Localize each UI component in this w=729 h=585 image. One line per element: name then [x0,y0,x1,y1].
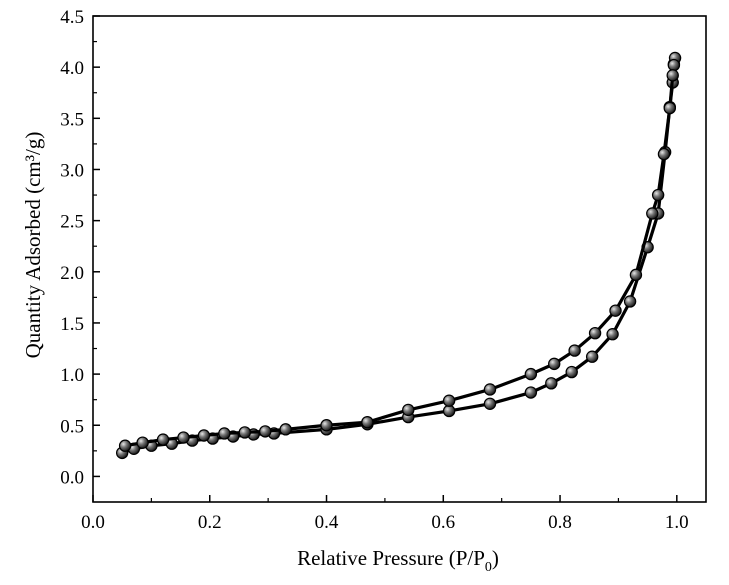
desorption-point [609,304,622,317]
x-tick-label: 0.0 [81,512,105,533]
desorption-point [402,403,415,417]
desorption-point [320,419,333,432]
y-tick-label: 0.0 [60,467,84,488]
x-tick-label: 0.2 [198,512,222,533]
y-tick-label: 2.0 [60,263,84,284]
adsorption-point [565,365,578,379]
desorption-point [663,101,677,115]
adsorption-point [524,386,538,399]
adsorption-point [442,404,456,418]
desorption-point [218,427,231,440]
desorption-point [657,147,671,161]
adsorption-point [606,328,619,341]
x-tick-label: 0.6 [431,512,455,533]
x-tick-label: 0.8 [548,512,572,533]
y-tick-label: 4.5 [60,7,84,28]
desorption-line [124,57,677,448]
desorption-point [259,425,272,438]
desorption-point [197,429,211,442]
axes: 0.0 0.2 0.4 0.6 0.8 1.0 0.0 0.5 1.0 1.5 2.0 2.5 3.0 3… [60,7,707,533]
desorption-point [238,426,251,439]
desorption-point [136,436,149,449]
adsorption-point [623,295,637,308]
desorption-point [118,439,132,452]
desorption-point [651,188,665,202]
plot-frame [92,15,707,503]
y-axis-title: Quantity Adsorbed (cm³/g) [21,132,45,359]
desorption-point [156,433,170,446]
desorption-point [442,394,456,407]
desorption-point [646,207,659,220]
x-axis-title: Relative Pressure (P/P0) [297,546,499,575]
desorption-point [588,326,602,340]
y-tick-label: 0.5 [60,416,84,437]
y-tick-label: 1.5 [60,314,84,335]
desorption-point [666,69,679,82]
y-tick-label: 4.0 [60,58,84,79]
desorption-point [629,268,643,282]
adsorption-point [483,397,497,410]
y-tick-label: 3.0 [60,160,84,181]
adsorption-point [545,377,558,390]
y-tick-label: 1.0 [60,365,84,386]
y-tick-label: 3.5 [60,109,84,130]
desorption-point [361,415,374,429]
adsorption-point [585,350,599,363]
x-tick-label: 1.0 [665,512,689,533]
y-tick-label: 2.5 [60,212,84,233]
desorption-point [548,357,561,371]
desorption-point [568,344,581,357]
desorption-point [279,423,292,436]
desorption-point [524,367,538,381]
desorption-point [667,58,681,72]
x-tick-label: 0.4 [315,512,339,533]
adsorption-line [121,63,676,455]
plot-area [115,51,682,460]
desorption-point [177,431,190,444]
desorption-point [483,383,497,396]
